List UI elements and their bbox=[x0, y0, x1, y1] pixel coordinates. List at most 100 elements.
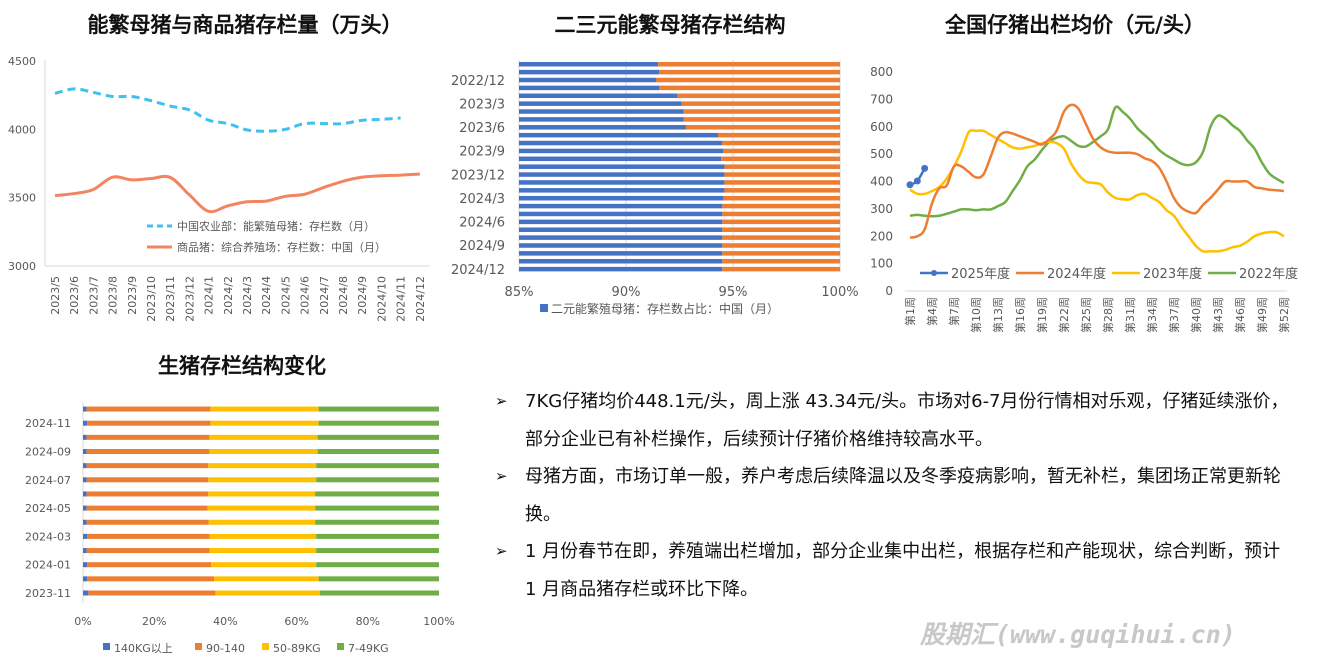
chart2-y-tick: 2024/12 bbox=[451, 263, 505, 278]
chart4-bar-segment bbox=[83, 420, 88, 426]
chart3-series-line bbox=[909, 105, 1285, 218]
chart4-bar-segment bbox=[207, 505, 316, 511]
chart2-bar-sanYuan bbox=[658, 62, 840, 67]
chart4-bar-segment bbox=[319, 590, 439, 596]
chart2-bar-erYuan bbox=[519, 211, 723, 217]
chart4-bar-segment bbox=[209, 533, 317, 539]
chart2-bar-sanYuan bbox=[722, 259, 840, 264]
chart3-point bbox=[913, 177, 921, 185]
chart1-series-line bbox=[54, 87, 401, 133]
chart2-bar-erYuan bbox=[519, 117, 684, 122]
chart3-x-tick: 第22周 bbox=[1057, 297, 1071, 333]
chart4-y-tick: 2024-01 bbox=[25, 559, 71, 572]
chart4-bar-segment bbox=[86, 477, 209, 483]
chart2-x-tick: 95% bbox=[719, 285, 748, 300]
chart2-bar-erYuan bbox=[519, 77, 656, 83]
chart1-x-tick: 2024/4 bbox=[260, 276, 273, 315]
chart1-x-tick: 2023/10 bbox=[145, 276, 158, 322]
chart4-legend-swatch bbox=[337, 643, 344, 650]
chart4-bar-segment bbox=[209, 548, 317, 554]
chart1-x-tick: 2023/11 bbox=[164, 276, 177, 322]
chart4-bar-segment bbox=[315, 491, 439, 497]
chart2-bar-sanYuan bbox=[722, 203, 840, 209]
chart3-title: 全国仔猪出栏均价（元/头） bbox=[944, 13, 1205, 37]
chart4-bar-segment bbox=[83, 576, 88, 582]
chart3-x-tick: 第28周 bbox=[1101, 297, 1115, 333]
chart4-title: 生猪存栏结构变化 bbox=[158, 354, 326, 378]
chart2-bar-sanYuan bbox=[722, 243, 840, 248]
chart2-bar-erYuan bbox=[519, 251, 723, 256]
chart1-x-tick: 2024/9 bbox=[356, 276, 369, 315]
chart4-x-tick: 100% bbox=[423, 615, 454, 628]
chart4-bar-segment bbox=[86, 463, 209, 469]
chart2-title: 二三元能繁母猪存栏结构 bbox=[555, 13, 786, 37]
chart4-bar-segment bbox=[86, 519, 209, 525]
chart4-bar-segment bbox=[83, 590, 89, 596]
chart1-x-tick: 2023/9 bbox=[126, 276, 139, 315]
chart3-x-tick: 第31周 bbox=[1123, 297, 1137, 333]
chart3-point bbox=[921, 164, 929, 172]
chart4-bar-segment bbox=[317, 434, 439, 440]
chart4-bar-segment bbox=[317, 449, 439, 454]
chart1-x-tick: 2024/12 bbox=[414, 276, 427, 322]
chart4-x-tick: 0% bbox=[74, 615, 91, 628]
chart3-legend-marker bbox=[931, 270, 937, 276]
chart2-bar-erYuan bbox=[519, 235, 723, 240]
chart2-bar-erYuan bbox=[519, 195, 724, 201]
chart4-bar-segment bbox=[211, 562, 317, 568]
chart4-bar-segment bbox=[316, 463, 439, 469]
chart2-bar-erYuan bbox=[519, 180, 725, 185]
chart3-x-tick: 第16周 bbox=[1013, 297, 1027, 333]
chart4-bar-segment bbox=[83, 533, 88, 539]
chart2-bar-erYuan bbox=[519, 156, 722, 162]
chart3-x-tick: 第46周 bbox=[1233, 297, 1247, 333]
chart2-y-tick: 2023/6 bbox=[459, 121, 505, 136]
chart2-bar-erYuan bbox=[519, 140, 723, 146]
chart4-y-tick: 2024-05 bbox=[25, 502, 71, 515]
chart3-x-tick: 第10周 bbox=[969, 297, 983, 333]
chart4-legend-swatch bbox=[195, 643, 202, 650]
chart1-x-tick: 2024/6 bbox=[299, 276, 312, 315]
chart1-y-tick: 3000 bbox=[8, 260, 36, 273]
chart4-y-tick: 2024-03 bbox=[25, 530, 71, 543]
chart3-y-tick: 400 bbox=[870, 175, 893, 189]
chart3-x-tick: 第34周 bbox=[1145, 297, 1159, 333]
chart4-bar-segment bbox=[318, 420, 439, 426]
chart4-bar-segment bbox=[209, 434, 318, 440]
chart2-bar-erYuan bbox=[519, 93, 678, 99]
chart4-bar-segment bbox=[208, 477, 317, 483]
chart4-bar-segment bbox=[316, 562, 439, 568]
chart4-legend-label: 50-89KG bbox=[273, 642, 321, 655]
chart3-x-tick: 第49周 bbox=[1255, 297, 1269, 333]
chart2-bar-erYuan bbox=[519, 243, 723, 248]
chart2-bar-sanYuan bbox=[677, 93, 840, 99]
chart3-x-tick: 第37周 bbox=[1167, 297, 1181, 333]
chart1-x-tick: 2024/2 bbox=[222, 276, 235, 315]
chart4-bar-segment bbox=[318, 406, 439, 412]
chart4-x-tick: 20% bbox=[142, 615, 166, 628]
chart3-y-tick: 300 bbox=[870, 202, 893, 216]
chart2-bar-sanYuan bbox=[722, 251, 840, 256]
chart1-x-tick: 2024/8 bbox=[337, 276, 350, 315]
chart1-y-tick: 3500 bbox=[8, 192, 36, 205]
chart4-bar-segment bbox=[83, 548, 87, 554]
chart2-bar-sanYuan bbox=[681, 101, 840, 106]
chart2-x-tick: 100% bbox=[821, 285, 858, 300]
chart2-y-tick: 2022/12 bbox=[451, 74, 505, 89]
chart1-x-tick: 2023/12 bbox=[183, 276, 196, 322]
chart3-x-tick: 第4周 bbox=[925, 297, 939, 326]
chart4-bar-segment bbox=[83, 491, 87, 497]
chart3-x-tick: 第19周 bbox=[1035, 297, 1049, 333]
chart1-x-tick: 2023/8 bbox=[107, 276, 120, 315]
chart3-x-tick: 第52周 bbox=[1277, 297, 1291, 333]
chart2-bar-erYuan bbox=[519, 125, 686, 130]
chart4-bar-segment bbox=[316, 548, 439, 554]
chart2-bar-sanYuan bbox=[722, 211, 840, 217]
chart3-series-line bbox=[909, 103, 1284, 239]
commentary: 7KG仔猪均价448.1元/头，周上涨 43.34元/头。市场对6-7月份行情相… bbox=[495, 383, 1295, 608]
chart2-bar-sanYuan bbox=[659, 69, 840, 75]
chart1-x-tick: 2024/7 bbox=[318, 276, 331, 315]
chart1-x-tick: 2023/6 bbox=[68, 276, 81, 315]
chart2-bar-sanYuan bbox=[723, 195, 840, 201]
